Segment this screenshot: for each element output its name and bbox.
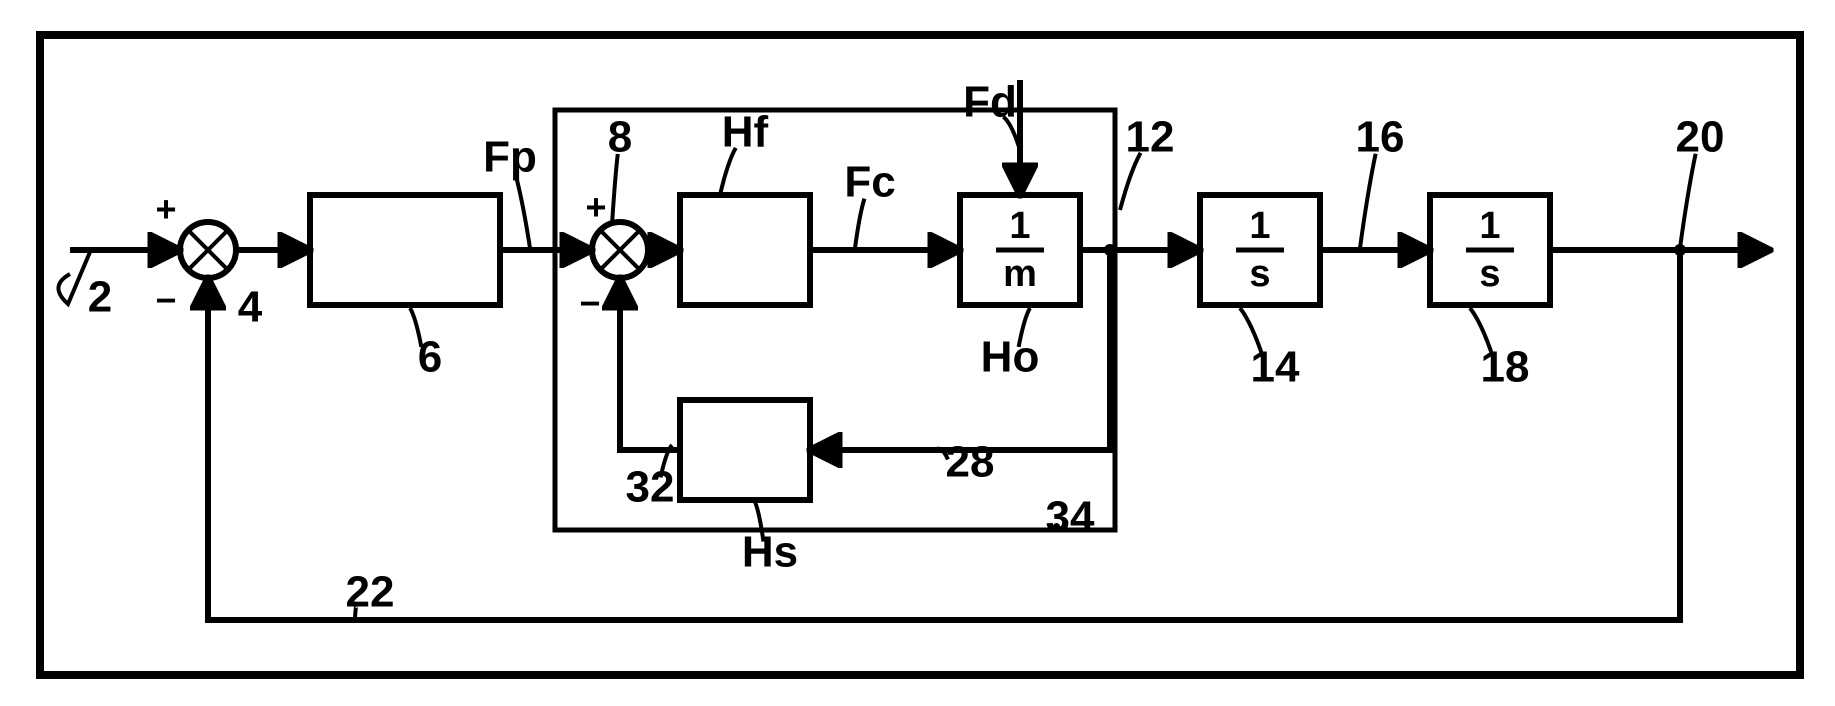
inner-minus: − xyxy=(579,283,600,324)
ref-16: 16 xyxy=(1356,113,1405,162)
figure-frame xyxy=(40,35,1800,675)
ref-Hf: Hf xyxy=(722,108,769,157)
ref-2: 2 xyxy=(88,273,112,322)
leader-8 xyxy=(612,154,618,225)
leader-Fp xyxy=(515,174,530,248)
ref-12: 12 xyxy=(1126,113,1175,162)
ref-22: 22 xyxy=(346,568,395,617)
ref-34: 34 xyxy=(1046,493,1095,542)
ref-Fp: Fp xyxy=(483,133,537,182)
ref-20: 20 xyxy=(1676,113,1725,162)
hs-block xyxy=(680,400,810,500)
outer-minus: − xyxy=(155,280,176,321)
ref-4: 4 xyxy=(238,283,263,332)
ref-32: 32 xyxy=(626,463,675,512)
leader-16 xyxy=(1360,154,1376,248)
leader-20 xyxy=(1680,154,1696,248)
ref-Fd: Fd xyxy=(963,78,1017,127)
controller-block xyxy=(310,195,500,305)
mass-block-den: m xyxy=(1003,253,1037,295)
integrator-1-block-den: s xyxy=(1249,253,1270,295)
outer-plus: + xyxy=(155,189,176,230)
block-diagram: 1m1s1s+−+−2468121416182022283234HfFpFcFd… xyxy=(0,0,1835,706)
wire-hs-to-innersum xyxy=(620,278,680,450)
integrator-1-block-num: 1 xyxy=(1249,205,1270,247)
ref-8: 8 xyxy=(608,113,632,162)
ref-18: 18 xyxy=(1481,343,1530,392)
leader-2 xyxy=(58,252,90,304)
mass-block-num: 1 xyxy=(1009,205,1030,247)
ref-Ho: Ho xyxy=(981,333,1040,382)
leader-6 xyxy=(410,308,421,347)
integrator-2-block-den: s xyxy=(1479,253,1500,295)
ref-Fc: Fc xyxy=(844,158,895,207)
inner-plus: + xyxy=(585,187,606,228)
ref-28: 28 xyxy=(946,438,995,487)
tap-inner xyxy=(1104,244,1116,256)
integrator-2-block-num: 1 xyxy=(1479,205,1500,247)
hf-block xyxy=(680,195,810,305)
ref-14: 14 xyxy=(1251,343,1300,392)
ref-Hs: Hs xyxy=(742,528,798,577)
